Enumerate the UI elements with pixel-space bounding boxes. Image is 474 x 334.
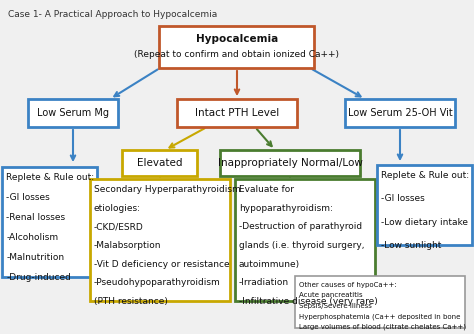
FancyBboxPatch shape — [220, 150, 360, 176]
FancyBboxPatch shape — [122, 150, 198, 176]
Text: -Irradiation: -Irradiation — [239, 278, 289, 287]
Text: -CKD/ESRD: -CKD/ESRD — [94, 222, 144, 231]
Text: -GI losses: -GI losses — [382, 194, 425, 203]
FancyBboxPatch shape — [295, 276, 465, 328]
Text: -Malnutrition: -Malnutrition — [7, 253, 64, 262]
Text: Hypocalcemia: Hypocalcemia — [196, 34, 278, 44]
FancyBboxPatch shape — [28, 99, 118, 127]
Text: -Infiltrative disease (very rare): -Infiltrative disease (very rare) — [239, 297, 378, 306]
Text: Replete & Rule out:: Replete & Rule out: — [7, 173, 95, 182]
Text: -Alcoholism: -Alcoholism — [7, 233, 59, 242]
Text: -GI losses: -GI losses — [7, 193, 50, 202]
Text: hypoparathyroidism:: hypoparathyroidism: — [239, 204, 333, 213]
Text: glands (i.e. thyroid surgery,: glands (i.e. thyroid surgery, — [239, 241, 365, 250]
Text: -Destruction of parathyroid: -Destruction of parathyroid — [239, 222, 362, 231]
Text: Hyperphosphatemia (Ca++ deposited in bone: Hyperphosphatemia (Ca++ deposited in bon… — [299, 314, 460, 320]
Text: -Malabsorption: -Malabsorption — [94, 241, 162, 250]
Text: -Renal losses: -Renal losses — [7, 213, 65, 222]
Text: Secondary Hyperparathyroidism: Secondary Hyperparathyroidism — [94, 185, 241, 194]
Text: Replete & Rule out:: Replete & Rule out: — [382, 171, 470, 180]
FancyBboxPatch shape — [90, 179, 230, 301]
Text: -Low dietary intake: -Low dietary intake — [382, 218, 468, 227]
FancyBboxPatch shape — [377, 165, 473, 245]
Text: Case 1- A Practical Approach to Hypocalcemia: Case 1- A Practical Approach to Hypocalc… — [8, 10, 217, 19]
Text: -Low sunlight: -Low sunlight — [382, 241, 442, 250]
Text: Large volumes of blood (citrate chelates Ca++): Large volumes of blood (citrate chelates… — [299, 324, 466, 331]
Text: Inappropriately Normal/Low: Inappropriately Normal/Low — [218, 158, 363, 168]
Text: Elevated: Elevated — [137, 158, 183, 168]
Text: Sepsis/Severe Illness: Sepsis/Severe Illness — [299, 303, 372, 309]
FancyBboxPatch shape — [345, 99, 455, 127]
FancyBboxPatch shape — [2, 167, 98, 277]
Text: Acute pancreatitis: Acute pancreatitis — [299, 293, 363, 299]
FancyBboxPatch shape — [235, 179, 375, 301]
Text: Low Serum 25-OH Vit: Low Serum 25-OH Vit — [347, 108, 452, 118]
FancyBboxPatch shape — [177, 99, 297, 127]
Text: Intact PTH Level: Intact PTH Level — [195, 108, 279, 118]
Text: -Drug-induced: -Drug-induced — [7, 273, 72, 282]
Text: Evaluate for: Evaluate for — [239, 185, 294, 194]
Text: Other causes of hypoCa++:: Other causes of hypoCa++: — [299, 282, 397, 288]
Text: (Repeat to confirm and obtain ionized Ca++): (Repeat to confirm and obtain ionized Ca… — [135, 50, 339, 59]
Text: etiologies:: etiologies: — [94, 204, 141, 213]
FancyBboxPatch shape — [159, 26, 315, 68]
Text: -Pseudohypoparathyroidism: -Pseudohypoparathyroidism — [94, 278, 221, 287]
Text: (PTH resistance): (PTH resistance) — [94, 297, 168, 306]
Text: -Vit D deficiency or resistance: -Vit D deficiency or resistance — [94, 260, 229, 269]
Text: Low Serum Mg: Low Serum Mg — [37, 108, 109, 118]
Text: autoimmune): autoimmune) — [239, 260, 300, 269]
